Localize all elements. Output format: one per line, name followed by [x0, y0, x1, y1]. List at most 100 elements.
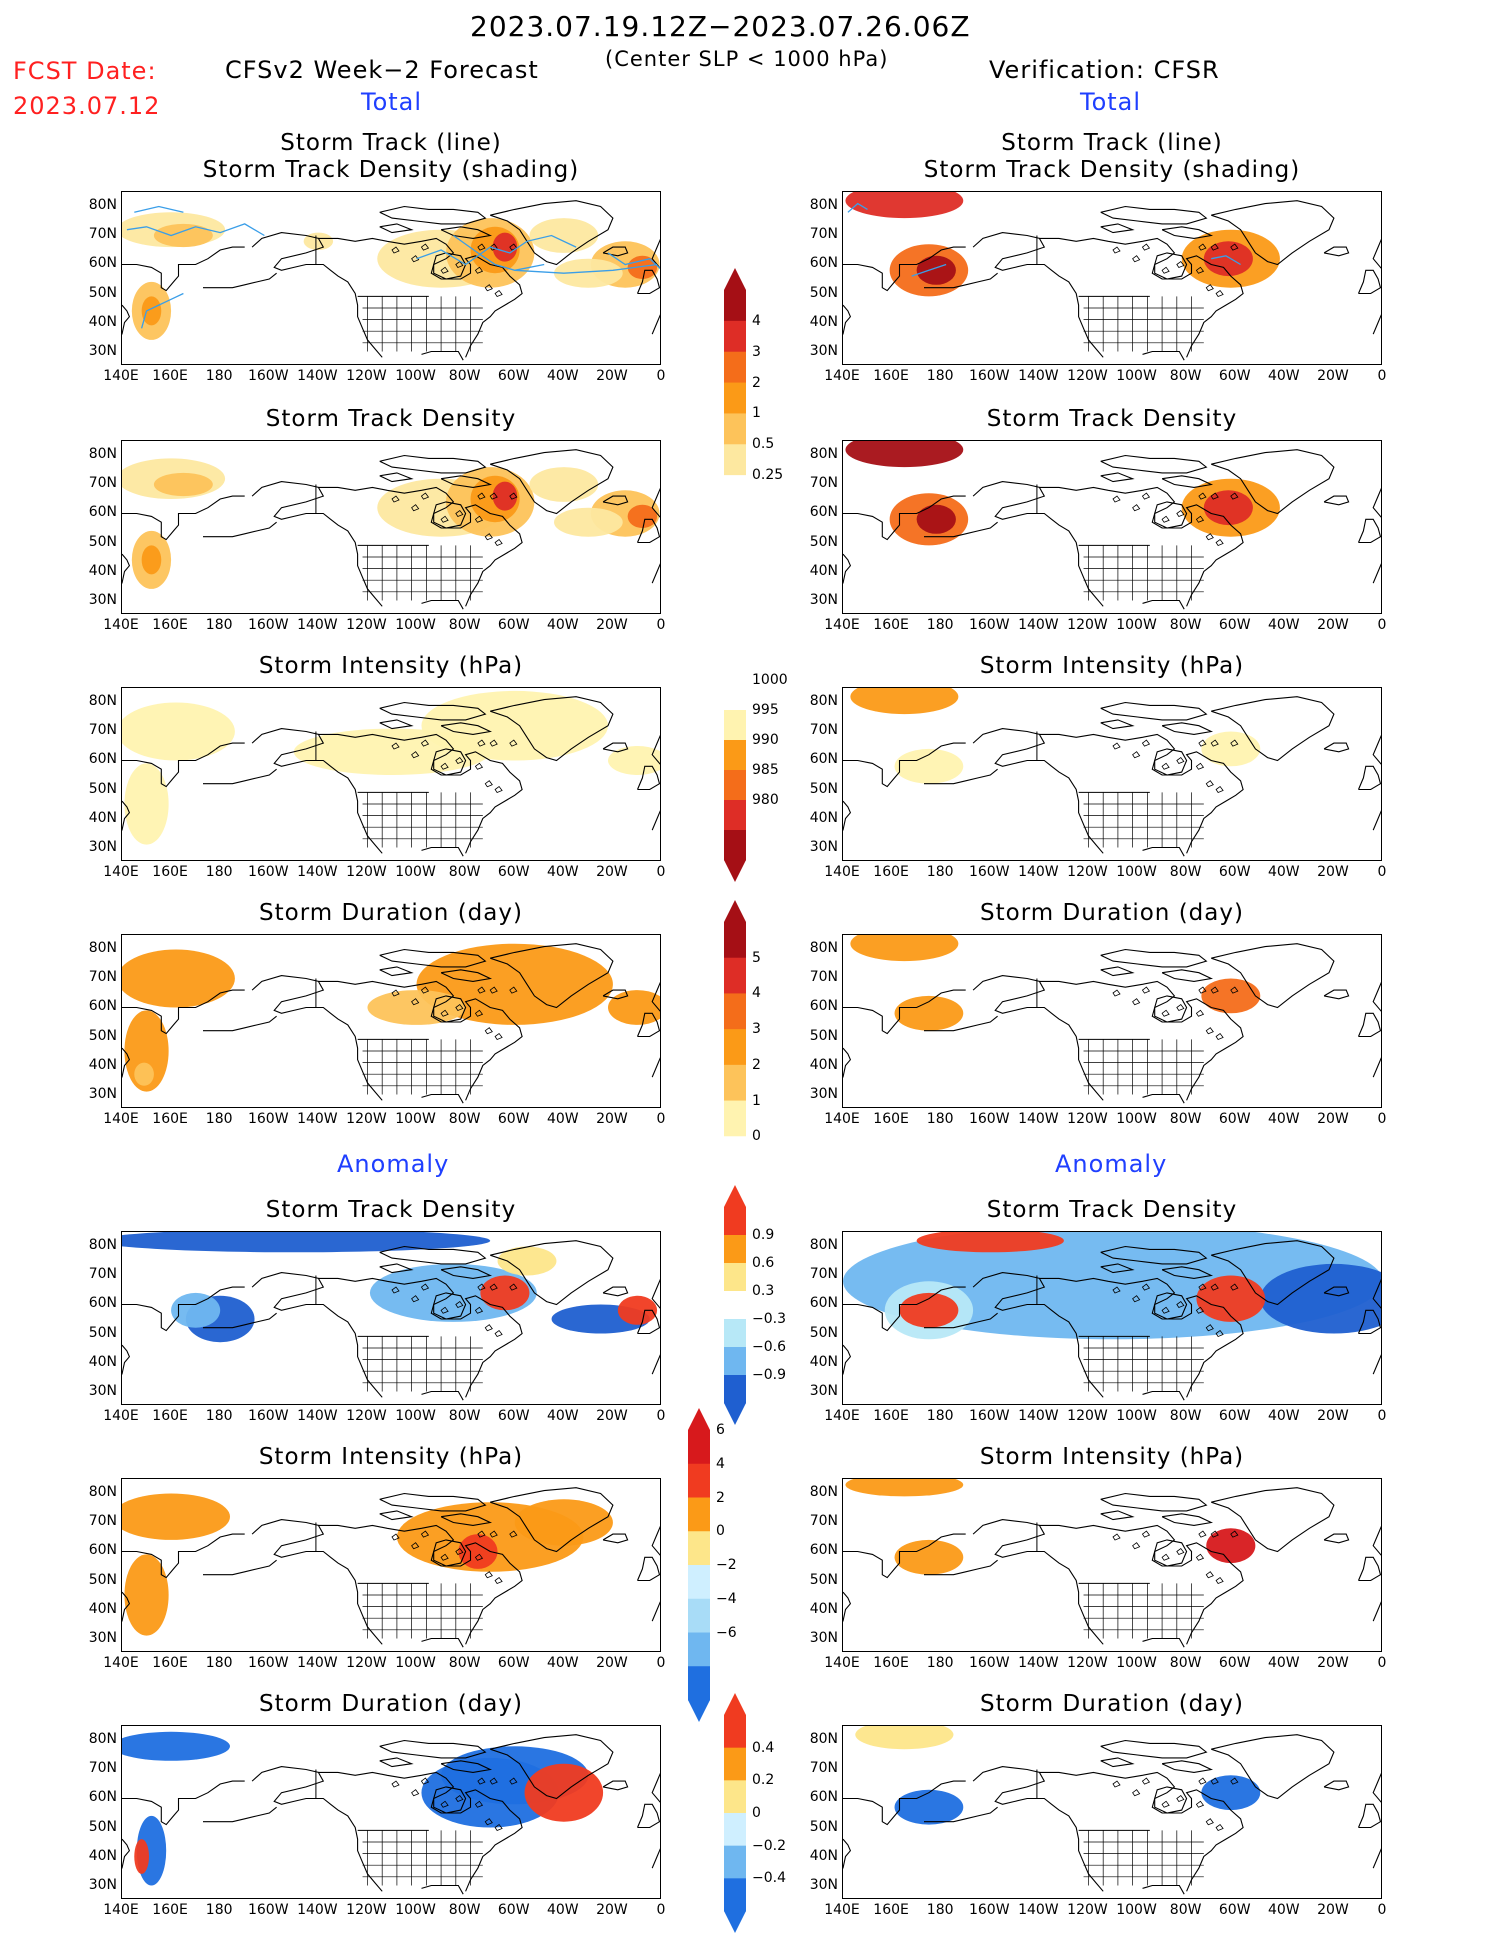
lon-tick-label: 160E	[152, 1902, 188, 1918]
colorbar-label: −2	[716, 1557, 737, 1573]
lon-tick-label: 20W	[596, 1655, 628, 1671]
lon-tick-label: 80W	[1169, 617, 1202, 633]
map-canvas	[843, 688, 1381, 857]
lon-tick-label: 140E	[824, 1111, 860, 1127]
map-canvas	[843, 1232, 1381, 1401]
colorbar-label: 995	[752, 702, 779, 718]
lon-tick-label: 140W	[1018, 1111, 1059, 1127]
lon-tick-label: 40W	[1267, 1655, 1300, 1671]
lon-tick-label: 40W	[1267, 617, 1300, 633]
colorbar-label: 4	[752, 312, 761, 329]
lon-tick-label: 100W	[1116, 1111, 1157, 1127]
lon-tick-label: 60W	[497, 1655, 530, 1671]
lon-tick-label: 140W	[297, 1655, 338, 1671]
lat-tick-label: 70N	[88, 226, 117, 243]
lon-tick-label: 160E	[152, 1408, 188, 1424]
fcst-date-label: FCST Date:	[13, 57, 157, 85]
map-canvas	[843, 935, 1381, 1104]
lon-tick-label: 140W	[297, 1111, 338, 1127]
colorbar-label: 5	[752, 949, 761, 966]
right-anomaly-label: Anomaly	[1055, 1150, 1168, 1178]
lon-tick-label: 120W	[346, 1902, 387, 1918]
lat-tick-label: 30N	[809, 839, 838, 855]
lon-tick-label: 180	[205, 1902, 233, 1918]
map-canvas	[122, 1487, 660, 1648]
lon-tick-label: 100W	[395, 1655, 436, 1671]
lon-tick-label: 140W	[1018, 1655, 1059, 1671]
lat-tick-label: 60N	[88, 998, 117, 1015]
lon-tick-label: 20W	[596, 1408, 628, 1424]
lat-tick-label: 40N	[809, 1847, 838, 1864]
lat-tick-label: 60N	[88, 1295, 117, 1312]
lon-tick-label: 140E	[103, 617, 139, 633]
colorbar-duration_total	[724, 900, 746, 1194]
lat-tick-label: 40N	[809, 1056, 838, 1073]
colorbar-label: −4	[716, 1590, 737, 1607]
verification-title: Verification: CFSR	[989, 56, 1220, 84]
lat-tick-label: 40N	[88, 1600, 117, 1617]
map-panel-left-intensity	[121, 687, 661, 861]
lon-tick-label: 100W	[395, 1902, 436, 1918]
lon-tick-label: 20W	[596, 864, 628, 880]
lon-tick-label: 100W	[395, 864, 436, 880]
lon-tick-label: 120W	[1067, 1902, 1108, 1918]
colorbar-label: 0	[752, 1128, 761, 1145]
lon-tick-label: 20W	[596, 368, 628, 384]
lat-tick-label: 30N	[809, 1877, 838, 1893]
lon-tick-label: 100W	[1116, 617, 1157, 633]
map-canvas	[122, 200, 660, 361]
lon-tick-label: 60W	[497, 368, 530, 384]
lon-tick-label: 160E	[152, 368, 188, 384]
lon-tick-label: 140W	[1018, 368, 1059, 384]
lon-tick-label: 80W	[1169, 368, 1202, 384]
colorbar-label: 0.5	[752, 436, 775, 453]
panel-title: Storm Intensity (hPa)	[979, 653, 1245, 679]
lon-tick-label: 140E	[824, 1408, 860, 1424]
lat-tick-label: 50N	[809, 533, 838, 550]
lon-tick-label: 160W	[968, 1902, 1010, 1918]
lon-tick-label: 140W	[297, 1902, 338, 1918]
lon-tick-label: 100W	[395, 1408, 436, 1424]
lon-tick-label: 160E	[873, 617, 909, 633]
panel-title: Storm Intensity (hPa)	[258, 653, 524, 679]
lon-tick-label: 140E	[824, 368, 860, 384]
panel-title: Storm Intensity (hPa)	[258, 1444, 524, 1470]
lat-tick-label: 30N	[809, 1630, 838, 1646]
colorbar-label: 2	[716, 1489, 725, 1506]
lon-tick-label: 40W	[546, 368, 579, 384]
lon-tick-label: 100W	[1116, 1408, 1157, 1424]
lat-tick-label: 80N	[88, 1731, 117, 1747]
lat-tick-label: 40N	[88, 1056, 117, 1073]
lon-tick-label: 20W	[1317, 1655, 1349, 1671]
colorbar-intensity_anom	[688, 1408, 710, 1722]
map-panel-right-intensity	[842, 687, 1382, 861]
lon-tick-label: 120W	[346, 1408, 387, 1424]
map-panel-right-duration	[842, 934, 1382, 1108]
lat-tick-label: 40N	[88, 1353, 117, 1370]
lon-tick-label: 160E	[873, 1655, 909, 1671]
lat-tick-label: 40N	[88, 313, 117, 330]
lon-tick-label: 0	[656, 864, 666, 880]
lat-tick-label: 80N	[809, 1484, 838, 1500]
map-canvas	[843, 1479, 1381, 1648]
lon-tick-label: 120W	[346, 1111, 387, 1127]
lon-tick-label: 140E	[824, 1902, 860, 1918]
colorbar-label: 3	[752, 1021, 761, 1038]
lon-tick-label: 40W	[1267, 368, 1300, 384]
lon-tick-label: 160E	[152, 1655, 188, 1671]
lon-tick-label: 180	[926, 1902, 954, 1918]
colorbar-label: 3	[752, 343, 761, 360]
lon-tick-label: 140E	[824, 1655, 860, 1671]
lat-tick-label: 70N	[809, 1266, 838, 1283]
lon-tick-label: 140W	[1018, 864, 1059, 880]
lon-tick-label: 120W	[346, 864, 387, 880]
colorbar-label: 4	[752, 985, 761, 1002]
lon-tick-label: 60W	[1218, 864, 1251, 880]
lat-tick-label: 80N	[809, 446, 838, 462]
lat-tick-label: 80N	[88, 197, 117, 213]
lat-tick-label: 60N	[88, 1789, 117, 1806]
lat-tick-label: 60N	[809, 1542, 838, 1559]
map-panel-right-trackline	[842, 191, 1382, 365]
lat-tick-label: 30N	[88, 1086, 117, 1102]
lon-tick-label: 40W	[546, 1655, 579, 1671]
